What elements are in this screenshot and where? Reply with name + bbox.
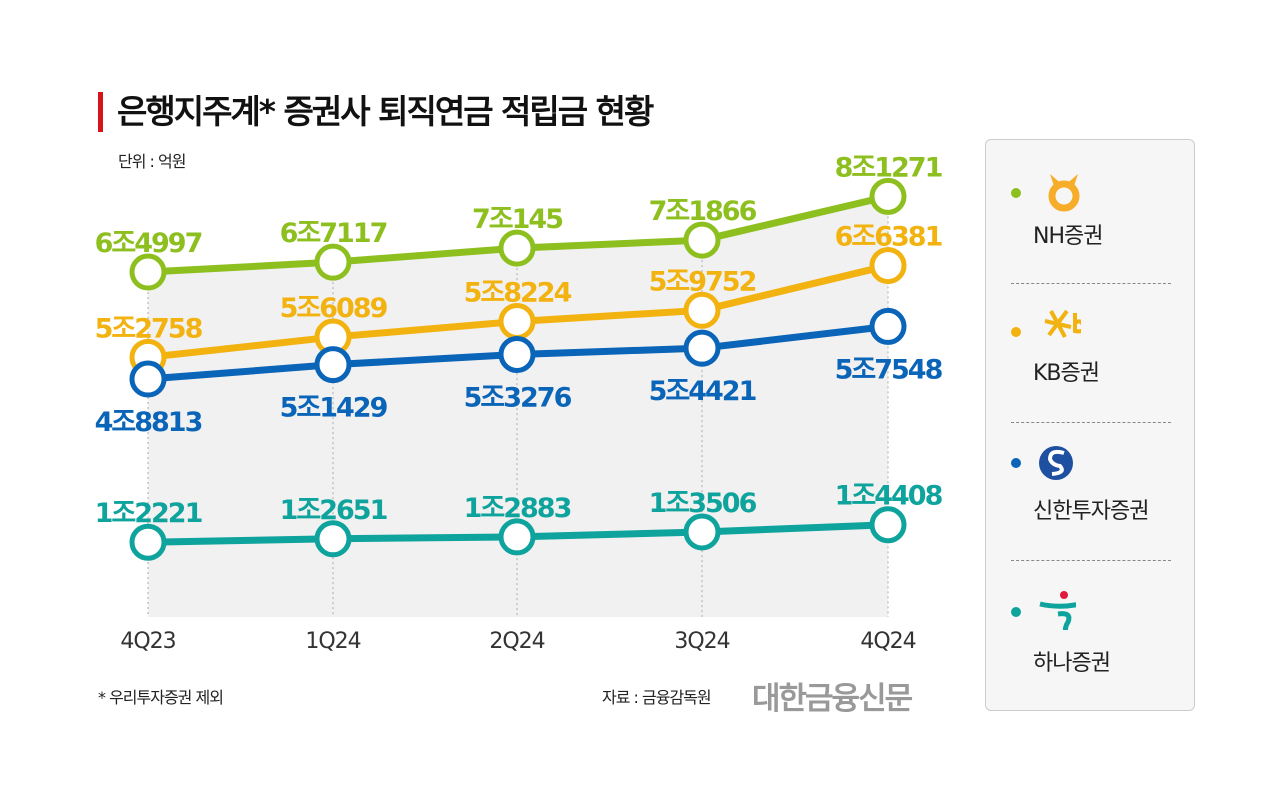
data-point bbox=[869, 247, 907, 285]
legend: NH증권 KB증권 신한투자증권 하나증권 bbox=[985, 139, 1195, 711]
legend-label: 신한투자증권 bbox=[1033, 499, 1149, 524]
data-point bbox=[498, 518, 536, 556]
data-label: 5조3276 bbox=[464, 382, 572, 413]
legend-label: KB증권 bbox=[1033, 361, 1100, 386]
data-point bbox=[498, 335, 536, 373]
data-label: 6조7117 bbox=[280, 218, 387, 249]
nh-logo-icon bbox=[1048, 174, 1080, 212]
legend-item-nh: NH증권 bbox=[986, 140, 1194, 280]
data-label: 1조3506 bbox=[649, 488, 757, 519]
brand-logo: 대한금융신문 bbox=[752, 681, 913, 717]
data-point bbox=[314, 520, 352, 558]
data-point bbox=[314, 346, 352, 384]
legend-item-shinhan: 신한투자증권 bbox=[986, 425, 1194, 565]
data-label: 8조1271 bbox=[835, 152, 942, 183]
data-label: 7조145 bbox=[472, 204, 562, 235]
divider bbox=[1011, 560, 1171, 561]
data-label: 1조2651 bbox=[280, 495, 387, 526]
x-tick-label: 4Q23 bbox=[120, 629, 175, 654]
data-point bbox=[498, 229, 536, 267]
footnote: * 우리투자증권 제외 bbox=[98, 688, 224, 707]
data-label: 1조2221 bbox=[95, 498, 202, 529]
unit-label: 단위 : 억원 bbox=[118, 152, 186, 171]
divider bbox=[1011, 283, 1171, 284]
data-label: 4조8813 bbox=[95, 407, 202, 438]
legend-item-kb: KB증권 bbox=[986, 285, 1194, 425]
x-tick-label: 3Q24 bbox=[674, 629, 729, 654]
data-label: 5조8224 bbox=[464, 277, 572, 308]
chart-title: 은행지주계* 증권사 퇴직연금 적립금 현황 bbox=[98, 92, 654, 132]
data-label: 5조1429 bbox=[280, 393, 388, 424]
data-point bbox=[498, 302, 536, 340]
data-label: 5조7548 bbox=[835, 354, 943, 385]
legend-dot bbox=[1011, 607, 1021, 617]
data-label: 6조4997 bbox=[95, 228, 202, 259]
hana-logo-icon bbox=[1039, 591, 1076, 630]
data-point bbox=[129, 253, 167, 291]
data-point bbox=[314, 243, 352, 281]
data-label: 7조1866 bbox=[649, 196, 757, 227]
data-label: 5조2758 bbox=[95, 313, 203, 344]
line-chart: 4Q23 1Q24 2Q24 3Q24 4Q24 6조4997 6조7117 7조145 7조1… bbox=[95, 152, 945, 654]
data-point bbox=[129, 360, 167, 398]
data-point bbox=[869, 506, 907, 544]
legend-dot bbox=[1011, 458, 1021, 468]
data-point bbox=[683, 513, 721, 551]
kb-logo-icon bbox=[1044, 309, 1081, 338]
source: 자료 : 금융감독원 bbox=[602, 688, 712, 707]
x-tick-label: 4Q24 bbox=[860, 629, 915, 654]
data-point bbox=[683, 329, 721, 367]
data-point bbox=[683, 291, 721, 329]
legend-item-hana: 하나증권 bbox=[986, 565, 1194, 705]
divider bbox=[1011, 422, 1171, 423]
x-tick-label: 1Q24 bbox=[305, 629, 360, 654]
shinhan-logo-icon bbox=[1039, 446, 1073, 480]
legend-label: 하나증권 bbox=[1033, 651, 1111, 676]
data-label: 5조6089 bbox=[280, 293, 388, 324]
data-label: 1조4408 bbox=[835, 481, 943, 512]
data-label: 1조2883 bbox=[464, 493, 571, 524]
legend-dot bbox=[1011, 188, 1021, 198]
data-point bbox=[683, 221, 721, 259]
data-point bbox=[129, 523, 167, 561]
legend-label: NH증권 bbox=[1033, 224, 1103, 249]
x-tick-label: 2Q24 bbox=[489, 629, 544, 654]
data-label: 6조6381 bbox=[835, 222, 942, 253]
data-point bbox=[869, 177, 907, 215]
data-point bbox=[869, 307, 907, 345]
data-label: 5조4421 bbox=[649, 376, 756, 407]
legend-dot bbox=[1011, 327, 1021, 337]
data-label: 5조9752 bbox=[649, 266, 756, 297]
